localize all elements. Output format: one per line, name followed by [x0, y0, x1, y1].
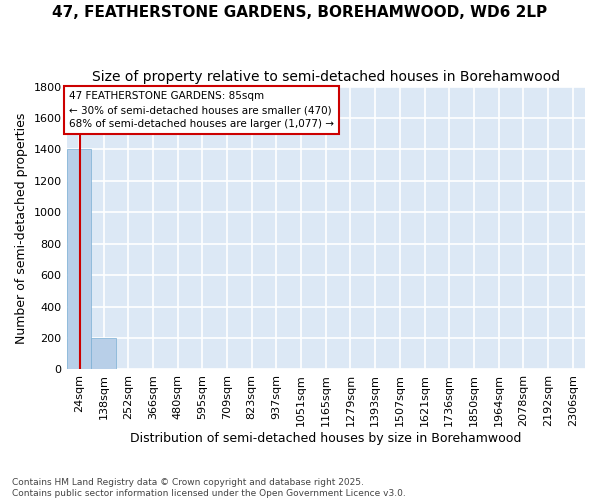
Text: Contains HM Land Registry data © Crown copyright and database right 2025.
Contai: Contains HM Land Registry data © Crown c…	[12, 478, 406, 498]
Bar	[91, 338, 116, 370]
Title: Size of property relative to semi-detached houses in Borehamwood: Size of property relative to semi-detach…	[92, 70, 560, 84]
Text: 47 FEATHERSTONE GARDENS: 85sqm
← 30% of semi-detached houses are smaller (470)
6: 47 FEATHERSTONE GARDENS: 85sqm ← 30% of …	[69, 92, 334, 130]
Y-axis label: Number of semi-detached properties: Number of semi-detached properties	[15, 112, 28, 344]
X-axis label: Distribution of semi-detached houses by size in Borehamwood: Distribution of semi-detached houses by …	[130, 432, 521, 445]
Bar	[67, 150, 91, 370]
Text: 47, FEATHERSTONE GARDENS, BOREHAMWOOD, WD6 2LP: 47, FEATHERSTONE GARDENS, BOREHAMWOOD, W…	[52, 5, 548, 20]
Bar	[116, 368, 140, 370]
